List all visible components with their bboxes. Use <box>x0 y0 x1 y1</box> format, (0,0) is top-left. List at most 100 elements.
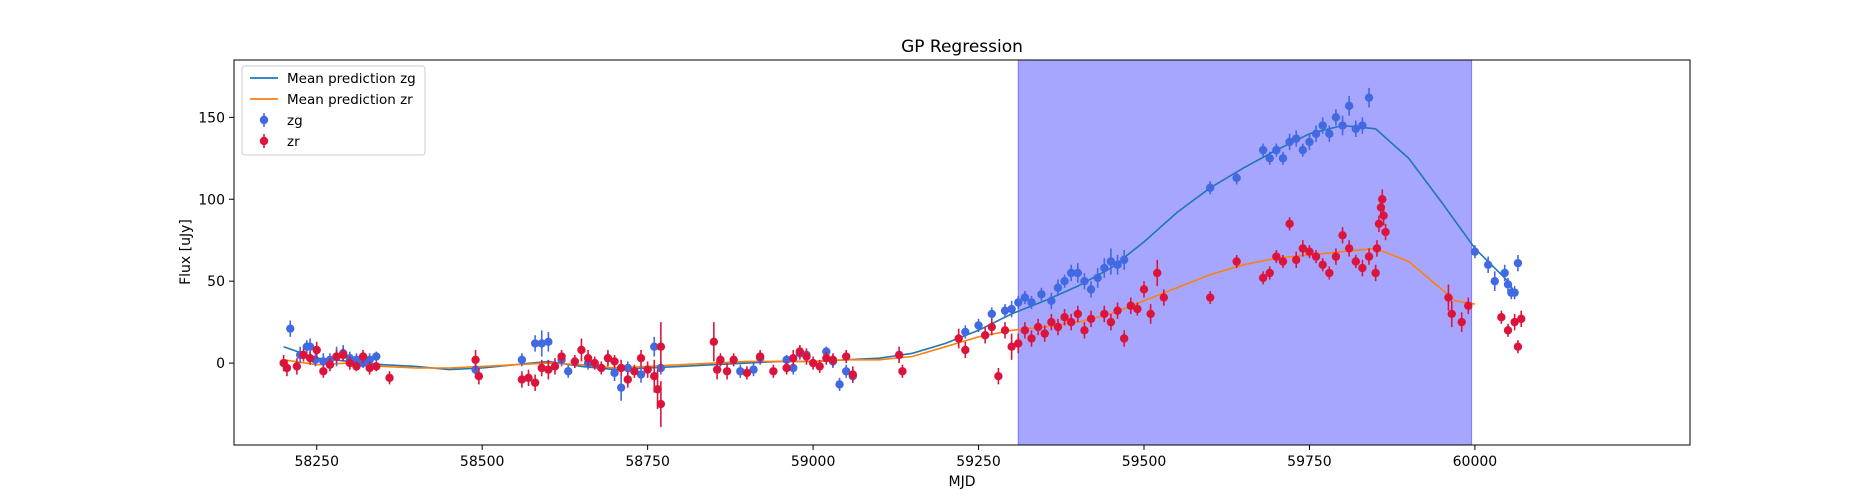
data-point-zr <box>1374 215 1384 233</box>
data-point-zr <box>282 359 292 377</box>
point-marker <box>1258 273 1268 283</box>
point-marker <box>782 355 791 365</box>
point-marker <box>1073 309 1083 319</box>
data-point-zg <box>1014 295 1023 310</box>
data-point-zr <box>1344 240 1354 257</box>
data-point-zr <box>1338 227 1347 244</box>
point-marker <box>570 357 580 366</box>
point-marker <box>630 367 639 376</box>
data-point-zr <box>1232 254 1241 269</box>
point-marker <box>1374 219 1384 229</box>
point-marker <box>795 347 805 356</box>
data-point-zr <box>544 359 553 380</box>
data-point-zr <box>716 353 725 367</box>
point-marker <box>994 371 1003 381</box>
point-marker <box>987 322 996 332</box>
data-point-zr <box>577 338 586 362</box>
data-point-zr <box>994 368 1003 385</box>
point-marker <box>1311 129 1321 138</box>
data-point-zr <box>1139 281 1149 298</box>
point-marker <box>339 350 348 360</box>
point-marker <box>1265 154 1274 163</box>
point-marker <box>1298 244 1308 253</box>
point-marker <box>1080 276 1089 286</box>
data-point-zg <box>1080 272 1089 290</box>
data-point-zg <box>1358 117 1367 134</box>
data-point-zr <box>822 351 831 365</box>
point-marker <box>815 362 824 371</box>
point-marker <box>1067 268 1076 278</box>
point-marker <box>610 357 619 366</box>
point-marker <box>802 352 811 361</box>
point-marker <box>1106 317 1116 327</box>
data-point-zg <box>1278 151 1288 165</box>
point-marker <box>656 399 666 409</box>
point-marker <box>749 365 758 374</box>
point-marker <box>299 350 308 360</box>
x-tick-label: 60000 <box>1453 454 1498 470</box>
point-marker <box>623 363 632 373</box>
point-marker <box>954 334 963 343</box>
x-tick-label: 59500 <box>1122 454 1167 470</box>
data-point-zg <box>1298 143 1308 157</box>
point-marker <box>1358 263 1367 273</box>
data-point-zg <box>1119 250 1129 270</box>
data-point-zg <box>1503 277 1513 291</box>
point-marker <box>616 363 626 373</box>
data-point-zr <box>530 374 540 391</box>
data-point-zg <box>1265 151 1274 165</box>
point-marker <box>1325 268 1334 278</box>
data-point-zr <box>1047 313 1056 331</box>
y-tick-label: 0 <box>216 356 225 372</box>
point-marker <box>736 367 745 376</box>
point-marker <box>583 353 593 363</box>
data-point-zg <box>1272 143 1281 157</box>
x-tick-label: 58500 <box>460 454 505 470</box>
point-marker <box>550 362 560 371</box>
data-point-zg <box>616 374 626 401</box>
data-points <box>279 87 1526 427</box>
data-point-zr <box>848 366 857 383</box>
point-marker <box>755 352 765 361</box>
legend-box <box>241 65 426 156</box>
point-marker <box>1086 314 1096 324</box>
point-marker <box>577 345 586 355</box>
data-point-zg <box>1037 287 1046 301</box>
point-marker <box>1379 211 1388 220</box>
data-point-zg <box>1113 254 1122 275</box>
data-point-zg <box>1325 125 1334 142</box>
point-marker <box>1344 244 1354 253</box>
shaded-region-layer <box>1017 59 1473 446</box>
point-marker <box>643 365 652 374</box>
data-point-zr <box>636 349 646 367</box>
point-marker <box>1126 301 1135 310</box>
point-marker <box>1007 304 1016 314</box>
point-marker <box>1086 285 1096 294</box>
data-point-zg <box>1053 279 1063 296</box>
data-point-zr <box>722 363 732 380</box>
data-point-zg <box>1344 96 1354 116</box>
point-marker <box>537 363 546 373</box>
data-point-zr <box>1040 325 1049 342</box>
data-point-zr <box>1100 305 1109 323</box>
data-point-zr <box>815 359 824 373</box>
data-point-zg <box>544 331 553 352</box>
data-point-zr <box>1331 248 1341 265</box>
data-point-zr <box>1278 254 1288 269</box>
data-point-zr <box>795 345 805 359</box>
chart-title: GP Regression <box>901 37 1023 57</box>
data-point-zr <box>1086 310 1096 328</box>
data-point-zg <box>1510 286 1519 300</box>
point-marker <box>729 355 738 365</box>
data-point-zr <box>305 351 315 365</box>
point-marker <box>1007 342 1016 351</box>
point-marker <box>1159 293 1169 302</box>
legend-marker-swatch <box>259 115 269 125</box>
data-point-zr <box>319 364 328 378</box>
data-point-zg <box>1311 125 1321 142</box>
data-point-zr <box>755 349 765 364</box>
data-point-zr <box>961 341 970 359</box>
data-point-zg <box>1027 295 1036 310</box>
data-point-zr <box>610 354 619 368</box>
point-marker <box>1318 260 1327 269</box>
